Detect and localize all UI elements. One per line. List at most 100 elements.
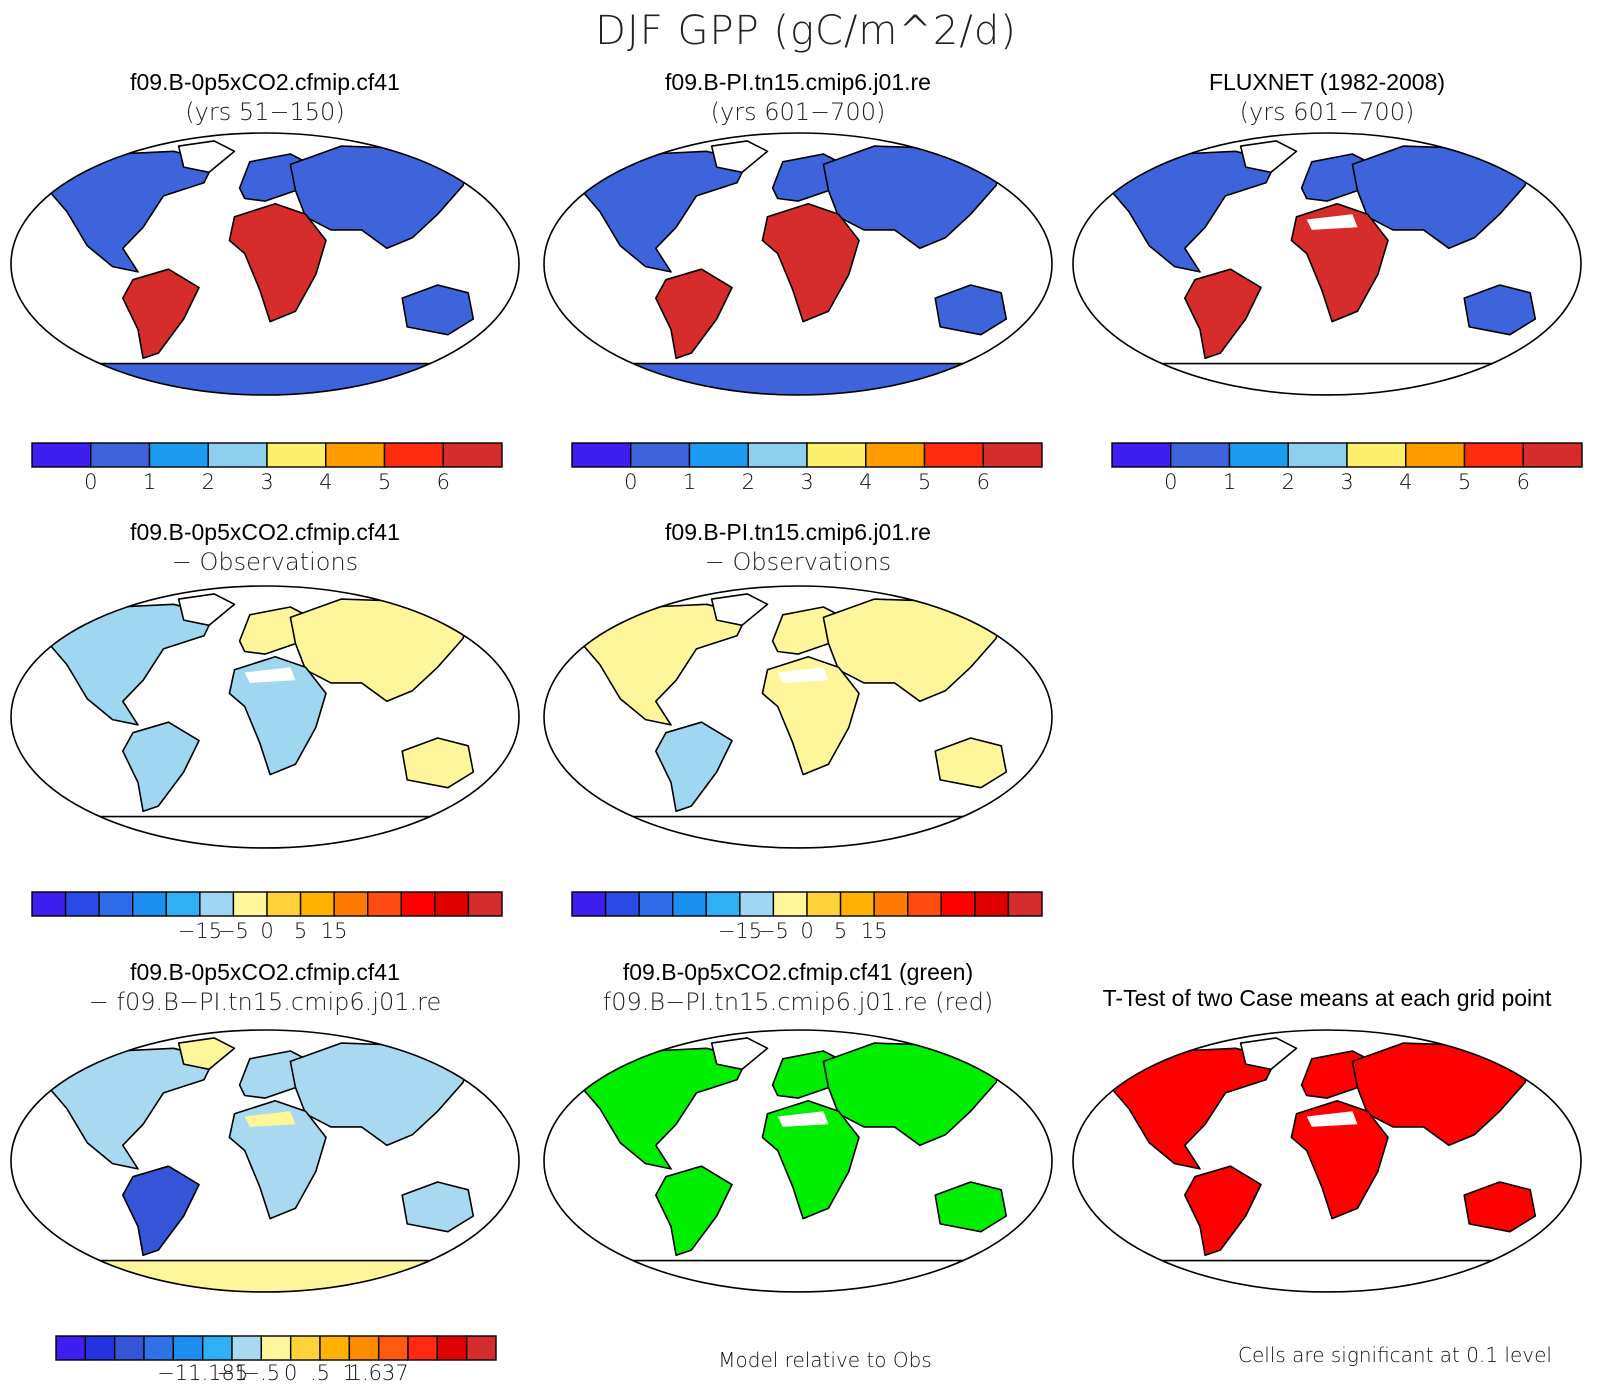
colorbar-box bbox=[1007, 891, 1043, 917]
colorbar-box bbox=[982, 442, 1043, 468]
colorbar-box bbox=[434, 891, 470, 917]
colorbar-box bbox=[604, 891, 640, 917]
panel-5: f09.B-PI.tn15.cmip6.j01.re − Observations… bbox=[543, 519, 1053, 943]
colorbar-tick-label: −1 bbox=[217, 1361, 248, 1385]
panel-footnote: Cells are significant at 0.1 level bbox=[1238, 1343, 1552, 1367]
region-sa bbox=[122, 721, 200, 813]
colorbar-box bbox=[90, 442, 151, 468]
region-au bbox=[401, 284, 475, 336]
region-af bbox=[761, 1099, 860, 1220]
antarctica-region bbox=[11, 815, 519, 848]
colorbar-tick-label: 0 bbox=[260, 919, 273, 943]
colorbar-box bbox=[465, 1335, 497, 1361]
panel-8: T-Test of two Case means at each grid po… bbox=[1072, 985, 1582, 1367]
colorbar-box bbox=[436, 1335, 468, 1361]
colorbar-box bbox=[348, 1335, 380, 1361]
colorbar-box bbox=[289, 1335, 321, 1361]
colorbar-box bbox=[467, 891, 503, 917]
map-frame bbox=[10, 1029, 520, 1293]
map-area bbox=[1073, 1037, 1581, 1292]
colorbar-tick-label: 6 bbox=[1517, 470, 1530, 494]
colorbar-box bbox=[442, 442, 503, 468]
colorbar-tick-label: 0 bbox=[284, 1361, 297, 1385]
region-af bbox=[761, 655, 860, 776]
panel-subtitle: (yrs 601−700) bbox=[1240, 98, 1415, 126]
panel-1: f09.B-0p5xCO2.cfmip.cf41 (yrs 51−150) 0 1 2 3… bbox=[10, 69, 520, 494]
colorbar-tick-label: 3 bbox=[1340, 470, 1353, 494]
colorbar-box bbox=[266, 891, 302, 917]
map-frame bbox=[1072, 1029, 1582, 1293]
colorbar-tick-label: 5 bbox=[294, 919, 307, 943]
map-frame bbox=[543, 585, 1053, 849]
antarctica-region bbox=[544, 1259, 1052, 1292]
colorbar-box bbox=[1463, 442, 1524, 468]
panel-title: f09.B-PI.tn15.cmip6.j01.re bbox=[665, 69, 931, 95]
region-sa bbox=[122, 1165, 200, 1257]
panel-footnote: Model relative to Obs bbox=[718, 1348, 932, 1372]
region-na bbox=[45, 150, 215, 273]
panel-title: f09.B-0p5xCO2.cfmip.cf41 bbox=[130, 519, 400, 545]
map-area bbox=[11, 140, 519, 395]
panel-6: f09.B-0p5xCO2.cfmip.cf41 − f09.B−PI.tn15.… bbox=[10, 959, 520, 1385]
colorbar-box bbox=[1346, 442, 1407, 468]
region-au bbox=[934, 1181, 1008, 1233]
colorbar-tick-label: −15 bbox=[718, 919, 762, 943]
colorbar-tick-label: 2 bbox=[742, 470, 755, 494]
colorbar-box bbox=[132, 891, 167, 917]
colorbar-box bbox=[400, 891, 436, 917]
panel-3: FLUXNET (1982-2008) (yrs 601−700) 0 1 2 3 4 5 6 bbox=[1072, 69, 1583, 494]
colorbar-tick-label: .5 bbox=[310, 1361, 330, 1385]
colorbar-box bbox=[688, 442, 749, 468]
antarctica-region bbox=[11, 362, 519, 395]
map-frame bbox=[10, 132, 520, 396]
colorbar-box bbox=[333, 891, 369, 917]
map-frame bbox=[543, 132, 1053, 396]
region-gr bbox=[710, 593, 769, 627]
region-gr bbox=[1239, 140, 1298, 174]
colorbar-box bbox=[232, 891, 268, 917]
colorbar-tick-label: −15 bbox=[178, 919, 222, 943]
colorbar-box bbox=[113, 1335, 145, 1361]
antarctica-region bbox=[11, 1259, 519, 1292]
region-na bbox=[578, 603, 749, 726]
colorbar-tick-label: 4 bbox=[319, 470, 332, 494]
colorbar-box bbox=[747, 442, 808, 468]
colorbar: −15−5 0 5 15 bbox=[571, 891, 1043, 943]
colorbar-tick-label: 2 bbox=[1282, 470, 1295, 494]
colorbar-tick-label: −5 bbox=[218, 919, 249, 943]
region-af bbox=[1290, 202, 1389, 323]
panel-subtitle: − Observations bbox=[172, 548, 358, 576]
antarctica-region bbox=[1073, 1259, 1581, 1292]
region-sa bbox=[654, 268, 733, 360]
colorbar-tick-label: 5 bbox=[1458, 470, 1471, 494]
colorbar-tick-label: 3 bbox=[260, 470, 273, 494]
region-gr bbox=[710, 1037, 769, 1071]
colorbar-box bbox=[1170, 442, 1231, 468]
colorbar-box bbox=[201, 1335, 233, 1361]
colorbar-tick-label: −11.185 bbox=[157, 1361, 248, 1385]
colorbar-tick-label: 0 bbox=[624, 470, 637, 494]
colorbar-box bbox=[1287, 442, 1348, 468]
antarctica-region bbox=[1073, 362, 1581, 395]
map-frame bbox=[543, 1029, 1053, 1293]
region-sah bbox=[244, 667, 296, 683]
map-frame bbox=[10, 585, 520, 849]
region-sah bbox=[244, 1111, 296, 1127]
region-sa bbox=[122, 268, 200, 360]
region-na bbox=[45, 1047, 215, 1170]
colorbar-box bbox=[571, 442, 632, 468]
colorbar-tick-label: −.5 bbox=[242, 1361, 280, 1385]
map-frame bbox=[1072, 132, 1582, 396]
panel-subtitle: (yrs 601−700) bbox=[711, 98, 886, 126]
panel-2: f09.B-PI.tn15.cmip6.j01.re (yrs 601−700) 0… bbox=[543, 69, 1053, 494]
region-na bbox=[1107, 1047, 1277, 1170]
antarctica-region bbox=[544, 362, 1052, 395]
region-sah bbox=[1306, 1111, 1358, 1127]
region-sa bbox=[1184, 1165, 1262, 1257]
colorbar-box bbox=[940, 891, 976, 917]
colorbar-box bbox=[367, 891, 402, 917]
region-au bbox=[1463, 284, 1537, 336]
colorbar-box bbox=[172, 1335, 204, 1361]
colorbar-box bbox=[873, 891, 909, 917]
